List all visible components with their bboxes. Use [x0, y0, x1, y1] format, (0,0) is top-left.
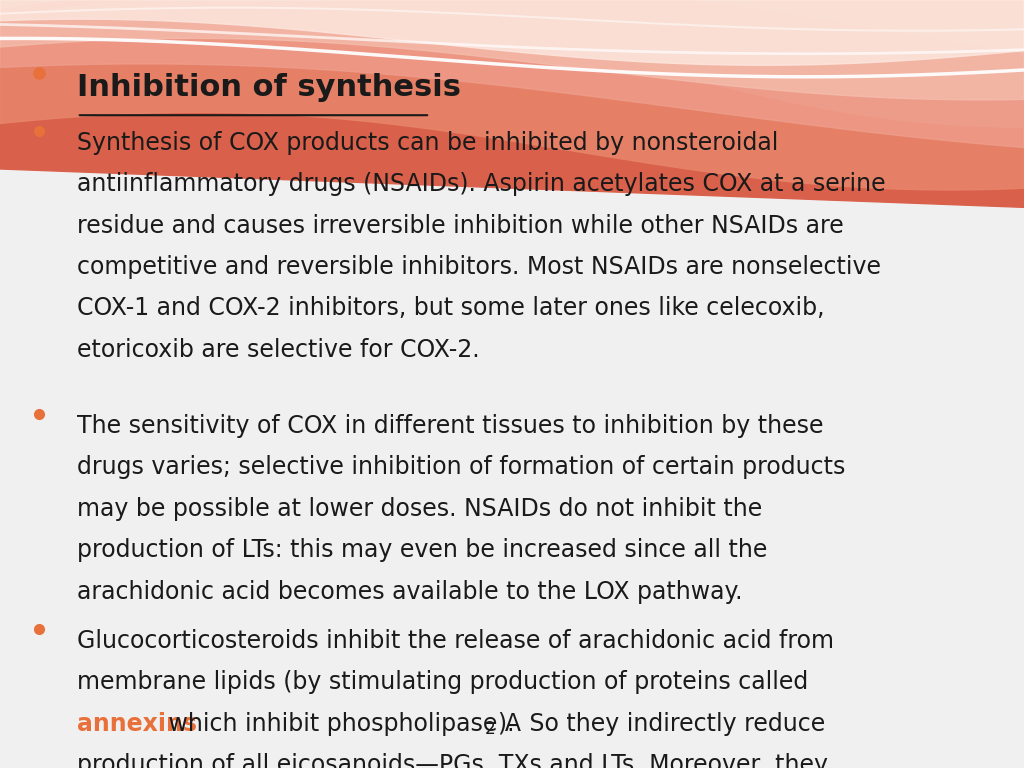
Text: arachidonic acid becomes available to the LOX pathway.: arachidonic acid becomes available to th…: [77, 580, 742, 604]
Text: competitive and reversible inhibitors. Most NSAIDs are nonselective: competitive and reversible inhibitors. M…: [77, 255, 881, 279]
Text: drugs varies; selective inhibition of formation of certain products: drugs varies; selective inhibition of fo…: [77, 455, 845, 479]
Text: production of LTs: this may even be increased since all the: production of LTs: this may even be incr…: [77, 538, 767, 562]
Text: which inhibit phospholipase A: which inhibit phospholipase A: [161, 712, 521, 736]
Text: Inhibition of synthesis: Inhibition of synthesis: [77, 73, 461, 102]
Text: Glucocorticosteroids inhibit the release of arachidonic acid from: Glucocorticosteroids inhibit the release…: [77, 629, 834, 653]
Text: etoricoxib are selective for COX-2.: etoricoxib are selective for COX-2.: [77, 338, 479, 362]
Text: production of all eicosanoids—PGs, TXs and LTs. Moreover, they: production of all eicosanoids—PGs, TXs a…: [77, 753, 827, 768]
Text: membrane lipids (by stimulating production of proteins called: membrane lipids (by stimulating producti…: [77, 670, 808, 694]
Text: annexins: annexins: [77, 712, 197, 736]
Text: may be possible at lower doses. NSAIDs do not inhibit the: may be possible at lower doses. NSAIDs d…: [77, 497, 762, 521]
Text: Synthesis of COX products can be inhibited by nonsteroidal: Synthesis of COX products can be inhibit…: [77, 131, 778, 154]
Text: antiinflammatory drugs (NSAIDs). Aspirin acetylates COX at a serine: antiinflammatory drugs (NSAIDs). Aspirin…: [77, 172, 886, 196]
Text: 2: 2: [484, 720, 496, 737]
Text: COX-1 and COX-2 inhibitors, but some later ones like celecoxib,: COX-1 and COX-2 inhibitors, but some lat…: [77, 296, 824, 320]
Text: residue and causes irreversible inhibition while other NSAIDs are: residue and causes irreversible inhibiti…: [77, 214, 844, 237]
Text: The sensitivity of COX in different tissues to inhibition by these: The sensitivity of COX in different tiss…: [77, 414, 823, 438]
Text: ).  So they indirectly reduce: ). So they indirectly reduce: [498, 712, 825, 736]
